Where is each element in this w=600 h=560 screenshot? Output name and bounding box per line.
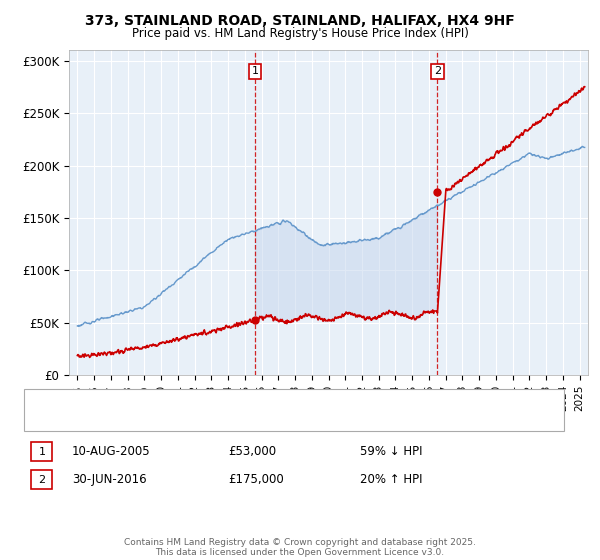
Text: ─────: ─────	[39, 412, 73, 422]
Text: ─────: ─────	[39, 394, 73, 404]
Text: Price paid vs. HM Land Registry's House Price Index (HPI): Price paid vs. HM Land Registry's House …	[131, 27, 469, 40]
Text: 1: 1	[38, 447, 46, 457]
Text: HPI: Average price, semi-detached house, Calderdale: HPI: Average price, semi-detached house,…	[75, 412, 353, 422]
Text: 2: 2	[38, 475, 46, 485]
Text: 2: 2	[434, 66, 441, 76]
Text: 20% ↑ HPI: 20% ↑ HPI	[360, 473, 422, 487]
Text: 373, STAINLAND ROAD, STAINLAND, HALIFAX, HX4 9HF (semi-detached house): 373, STAINLAND ROAD, STAINLAND, HALIFAX,…	[75, 394, 484, 404]
Text: Contains HM Land Registry data © Crown copyright and database right 2025.
This d: Contains HM Land Registry data © Crown c…	[124, 538, 476, 557]
Text: £53,000: £53,000	[228, 445, 276, 459]
Text: 1: 1	[251, 66, 259, 76]
Text: 30-JUN-2016: 30-JUN-2016	[72, 473, 146, 487]
Text: £175,000: £175,000	[228, 473, 284, 487]
Text: 59% ↓ HPI: 59% ↓ HPI	[360, 445, 422, 459]
Text: 373, STAINLAND ROAD, STAINLAND, HALIFAX, HX4 9HF: 373, STAINLAND ROAD, STAINLAND, HALIFAX,…	[85, 14, 515, 28]
Text: 10-AUG-2005: 10-AUG-2005	[72, 445, 151, 459]
